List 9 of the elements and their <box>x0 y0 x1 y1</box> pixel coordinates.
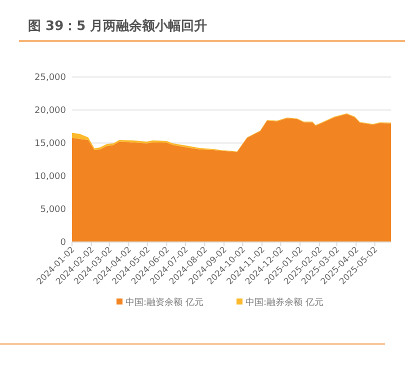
y-tick-label: 15,000 <box>34 139 66 150</box>
y-tick-label: 20,000 <box>34 106 66 116</box>
legend-label: 中国:融资余额 亿元 <box>126 297 204 308</box>
y-tick-label: 5,000 <box>40 205 66 216</box>
chart-title: 图 39：5 月两融余额小幅回升 <box>28 18 208 34</box>
y-tick-label: 25,000 <box>34 73 66 84</box>
y-tick-label: 10,000 <box>34 172 66 182</box>
y-tick-label: 0 <box>60 238 66 248</box>
legend-label: 中国:融券余额 亿元 <box>246 297 324 308</box>
